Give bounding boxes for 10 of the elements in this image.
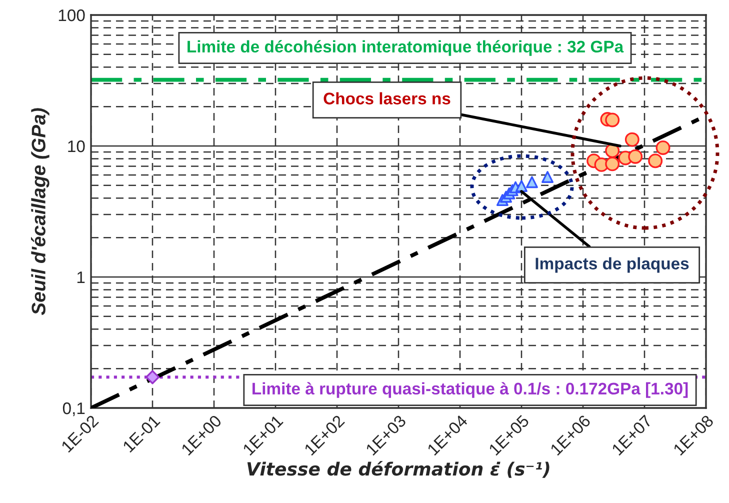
y-axis-title: Seuil d'écaillage (GPa) xyxy=(31,108,50,316)
annotation: Chocs lasers ns xyxy=(324,92,450,104)
ref-line-label: Limite de décohésion interatomique théorique : 32 GPa xyxy=(188,40,624,56)
annotation: Impacts de plaques xyxy=(536,257,689,273)
y-tick-label: 10 xyxy=(68,140,85,152)
ref-line-label: Limite à rupture quasi-statique à 0.1/s : 0.172GPa [1.30] xyxy=(252,382,688,398)
y-tick-label: 100 xyxy=(58,9,85,22)
y-tick-label: 1 xyxy=(77,272,85,284)
y-tick-label: 0,1 xyxy=(62,402,85,416)
x-axis-title: Vitesse de déformation ε̇ (s⁻¹) xyxy=(247,461,550,478)
